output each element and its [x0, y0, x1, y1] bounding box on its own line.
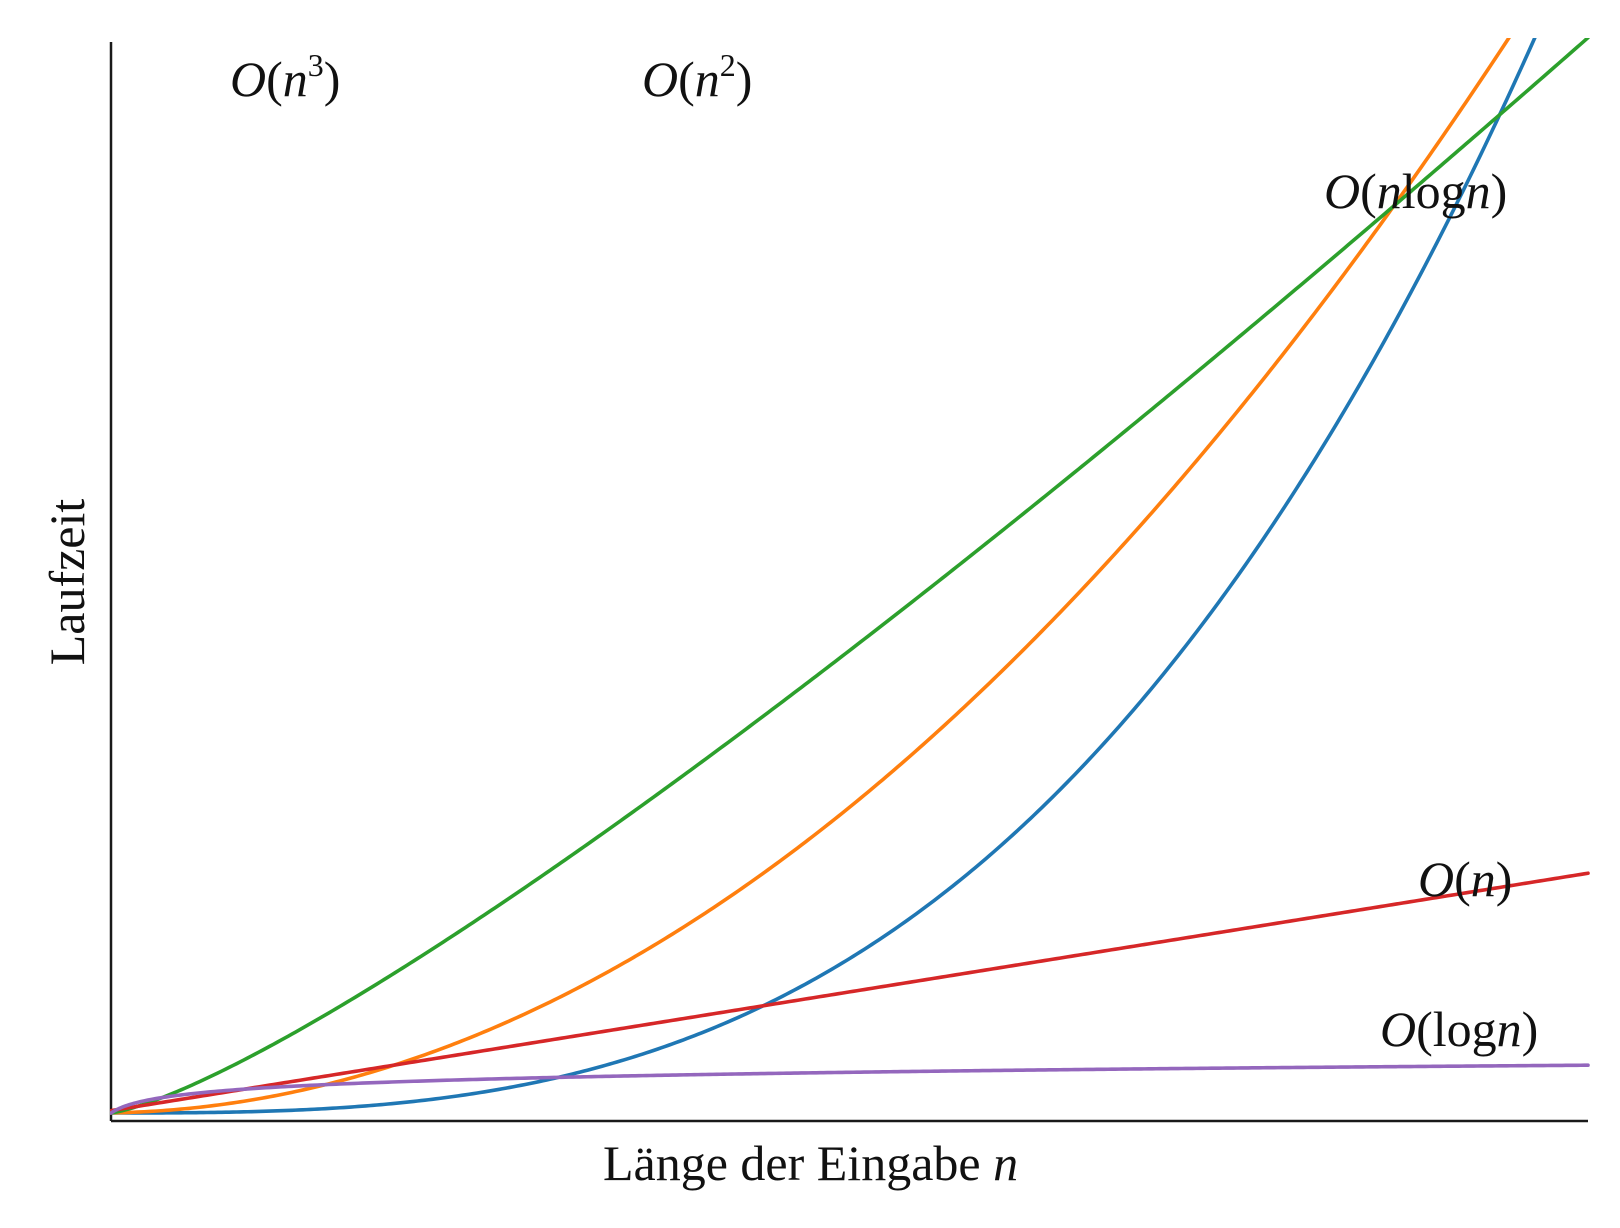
series-label-log: O(logn)	[1380, 1001, 1538, 1057]
series-line-cubic	[110, 38, 1537, 1115]
series-label-cubic: O(n3)	[230, 47, 340, 107]
x-axis-label: Länge der Eingabe n	[603, 1135, 1018, 1191]
series-line-nlogn	[110, 38, 1590, 1115]
series-line-quadratic	[110, 38, 1511, 1115]
series-label-linear: O(n)	[1418, 851, 1512, 907]
series-line-linear	[110, 871, 1590, 1113]
series-line-log	[110, 1063, 1590, 1115]
series-label-nlogn: O(nlogn)	[1324, 163, 1507, 219]
y-axis-label: Laufzeit	[39, 499, 95, 666]
series-label-quadratic: O(n2)	[642, 47, 752, 107]
